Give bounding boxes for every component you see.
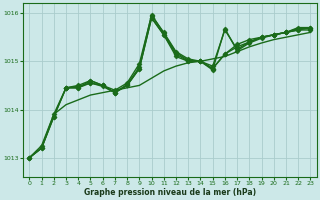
- X-axis label: Graphe pression niveau de la mer (hPa): Graphe pression niveau de la mer (hPa): [84, 188, 256, 197]
